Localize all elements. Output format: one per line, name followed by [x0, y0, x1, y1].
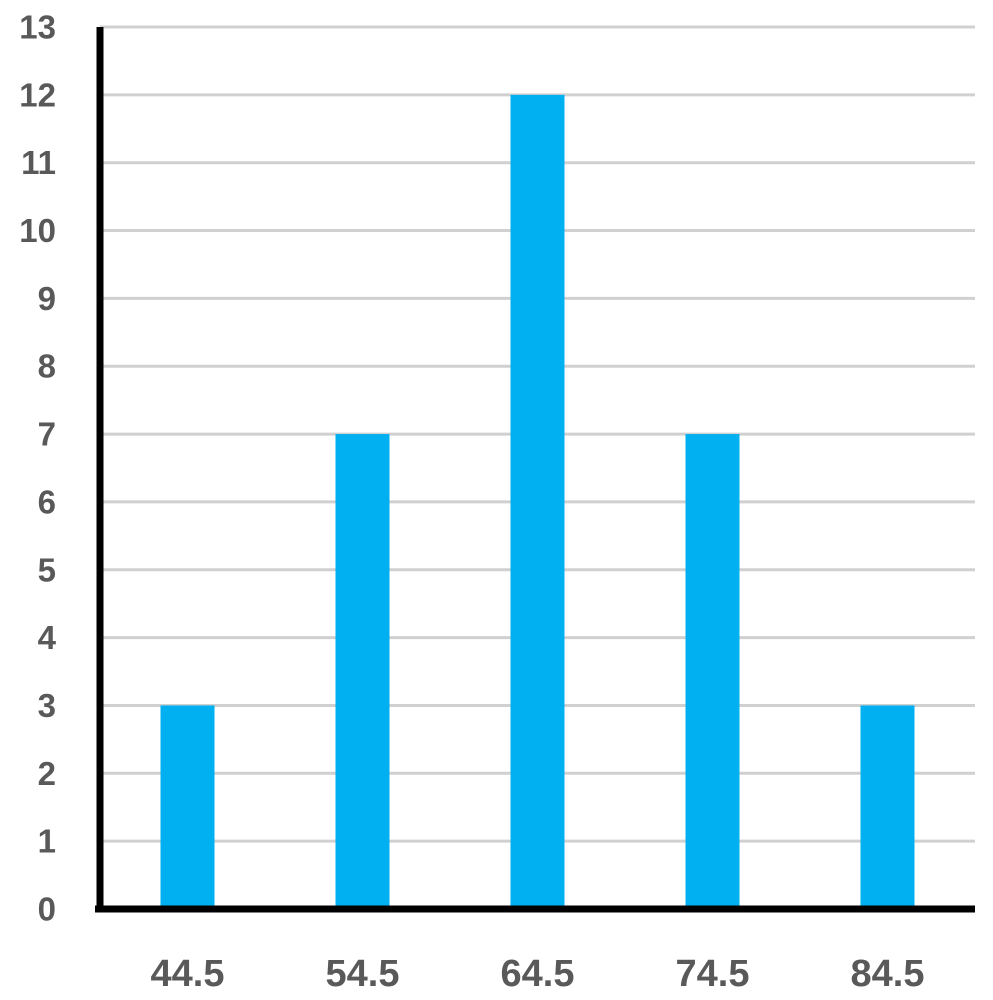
x-tick-label-74.5: 74.5	[676, 953, 750, 995]
bar-64.5	[510, 94, 565, 910]
y-tick-label-7: 7	[38, 416, 56, 453]
bar-44.5	[160, 705, 215, 909]
bar-74.5	[685, 434, 740, 909]
y-tick-label-8: 8	[38, 348, 56, 385]
y-tick-label-9: 9	[38, 280, 56, 317]
y-tick-label-0: 0	[38, 891, 56, 928]
y-tick-label-4: 4	[38, 619, 57, 656]
x-tick-label-44.5: 44.5	[151, 953, 225, 995]
x-tick-labels: 44.5 54.5 64.5 74.5 84.5	[151, 953, 925, 995]
y-tick-label-12: 12	[19, 76, 56, 113]
x-tick-label-54.5: 54.5	[326, 953, 400, 995]
bar-54.5	[335, 434, 390, 909]
y-tick-label-2: 2	[38, 755, 56, 792]
y-tick-label-13: 13	[19, 9, 56, 46]
y-tick-label-11: 11	[21, 144, 56, 181]
y-tick-label-3: 3	[38, 687, 56, 724]
bars	[160, 94, 915, 910]
axes	[95, 27, 975, 913]
x-tick-label-64.5: 64.5	[501, 953, 575, 995]
bar-84.5	[860, 705, 915, 909]
y-tick-label-6: 6	[38, 483, 56, 520]
y-tick-label-1: 1	[38, 823, 56, 860]
y-tick-label-10: 10	[19, 212, 56, 249]
y-tick-label-5: 5	[38, 551, 56, 588]
x-tick-label-84.5: 84.5	[851, 953, 925, 995]
